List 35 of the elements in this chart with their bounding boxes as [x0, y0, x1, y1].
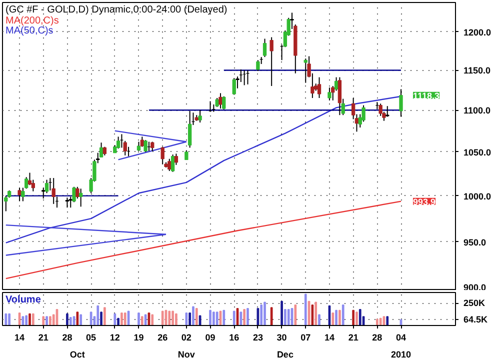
x-tick-label: 09 [205, 332, 216, 342]
y-tick-label: 64.5K [464, 314, 488, 325]
x-tick-label: 30 [276, 332, 287, 342]
x-tick-label: 02 [181, 332, 192, 342]
x-tick-label: 12 [110, 332, 120, 342]
x-tick-label: 16 [229, 332, 240, 342]
x-tick-label: 19 [134, 332, 144, 342]
x-tick-label: 23 [252, 332, 263, 342]
y-tick-label: 1050.0 [464, 147, 492, 158]
text: Dec [276, 350, 294, 360]
text: Oct [70, 350, 85, 360]
y-tick-label: 250K [464, 298, 486, 308]
y-tick-label: 1150.0 [464, 66, 491, 76]
annotation: 1118.3 [413, 90, 440, 101]
x-tick-label: 04 [396, 332, 406, 342]
x-tick-label: 14 [14, 332, 25, 342]
text: Nov [178, 350, 195, 360]
x-tick-label: 14 [324, 332, 334, 342]
text: MA(200,C)s [6, 16, 59, 26]
x-tick-label: 21 [38, 332, 48, 342]
y-tick-label: 950.0 [464, 237, 486, 248]
x-tick-label: 28 [62, 332, 72, 342]
x-tick-label: 26 [158, 332, 168, 342]
text: 2010 [390, 350, 412, 360]
y-tick-label: 1100.0 [464, 106, 491, 116]
y-tick-label: 1200.0 [464, 27, 492, 38]
chart-title: (GC #F - GOLD,D) Dynamic,0:00-24:00 (Delayed) [6, 4, 228, 16]
y-tick-label: 1000.0 [464, 191, 492, 202]
x-tick-label: 21 [348, 332, 358, 342]
chart-title: Volume [6, 294, 42, 306]
annotation: 993.9 [413, 196, 436, 207]
text: MA(50,C)s [6, 26, 54, 36]
x-tick-label: 07 [300, 332, 311, 342]
x-tick-label: 28 [372, 332, 382, 342]
x-tick-label: 05 [86, 332, 96, 342]
